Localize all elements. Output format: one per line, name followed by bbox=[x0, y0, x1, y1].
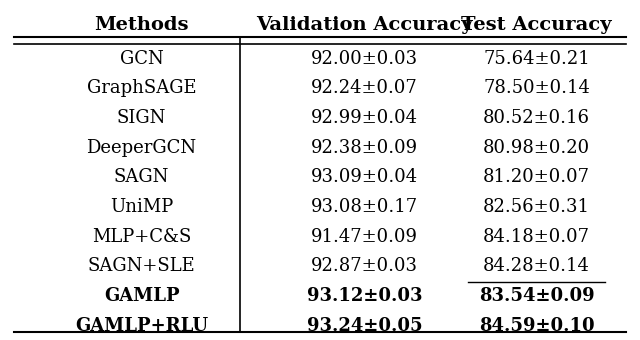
Text: 92.00±0.03: 92.00±0.03 bbox=[311, 50, 418, 68]
Text: 78.50±0.14: 78.50±0.14 bbox=[483, 80, 590, 97]
Text: 84.59±0.10: 84.59±0.10 bbox=[479, 317, 595, 335]
Text: SAGN: SAGN bbox=[114, 168, 169, 186]
Text: Methods: Methods bbox=[94, 16, 189, 34]
Text: SAGN+SLE: SAGN+SLE bbox=[88, 257, 195, 275]
Text: 93.24±0.05: 93.24±0.05 bbox=[307, 317, 422, 335]
Text: 75.64±0.21: 75.64±0.21 bbox=[483, 50, 590, 68]
Text: UniMP: UniMP bbox=[110, 198, 173, 216]
Text: Test Accuracy: Test Accuracy bbox=[461, 16, 612, 34]
Text: GAMLP+RLU: GAMLP+RLU bbox=[75, 317, 208, 335]
Text: 92.24±0.07: 92.24±0.07 bbox=[311, 80, 418, 97]
Text: 83.54±0.09: 83.54±0.09 bbox=[479, 287, 595, 305]
Text: 92.99±0.04: 92.99±0.04 bbox=[311, 109, 418, 127]
Text: MLP+C&S: MLP+C&S bbox=[92, 228, 191, 246]
Text: DeeperGCN: DeeperGCN bbox=[86, 139, 196, 157]
Text: 93.09±0.04: 93.09±0.04 bbox=[311, 168, 418, 186]
Text: 92.38±0.09: 92.38±0.09 bbox=[311, 139, 418, 157]
Text: 82.56±0.31: 82.56±0.31 bbox=[483, 198, 590, 216]
Text: 93.08±0.17: 93.08±0.17 bbox=[311, 198, 418, 216]
Text: Validation Accuracy: Validation Accuracy bbox=[256, 16, 473, 34]
Text: GAMLP: GAMLP bbox=[104, 287, 179, 305]
Text: GCN: GCN bbox=[120, 50, 163, 68]
Text: 92.87±0.03: 92.87±0.03 bbox=[311, 257, 418, 275]
Text: 84.18±0.07: 84.18±0.07 bbox=[483, 228, 590, 246]
Text: 80.98±0.20: 80.98±0.20 bbox=[483, 139, 590, 157]
Text: SIGN: SIGN bbox=[117, 109, 166, 127]
Text: 91.47±0.09: 91.47±0.09 bbox=[311, 228, 418, 246]
Text: 80.52±0.16: 80.52±0.16 bbox=[483, 109, 590, 127]
Text: 81.20±0.07: 81.20±0.07 bbox=[483, 168, 590, 186]
Text: GraphSAGE: GraphSAGE bbox=[87, 80, 196, 97]
Text: 84.28±0.14: 84.28±0.14 bbox=[483, 257, 590, 275]
Text: 93.12±0.03: 93.12±0.03 bbox=[307, 287, 422, 305]
